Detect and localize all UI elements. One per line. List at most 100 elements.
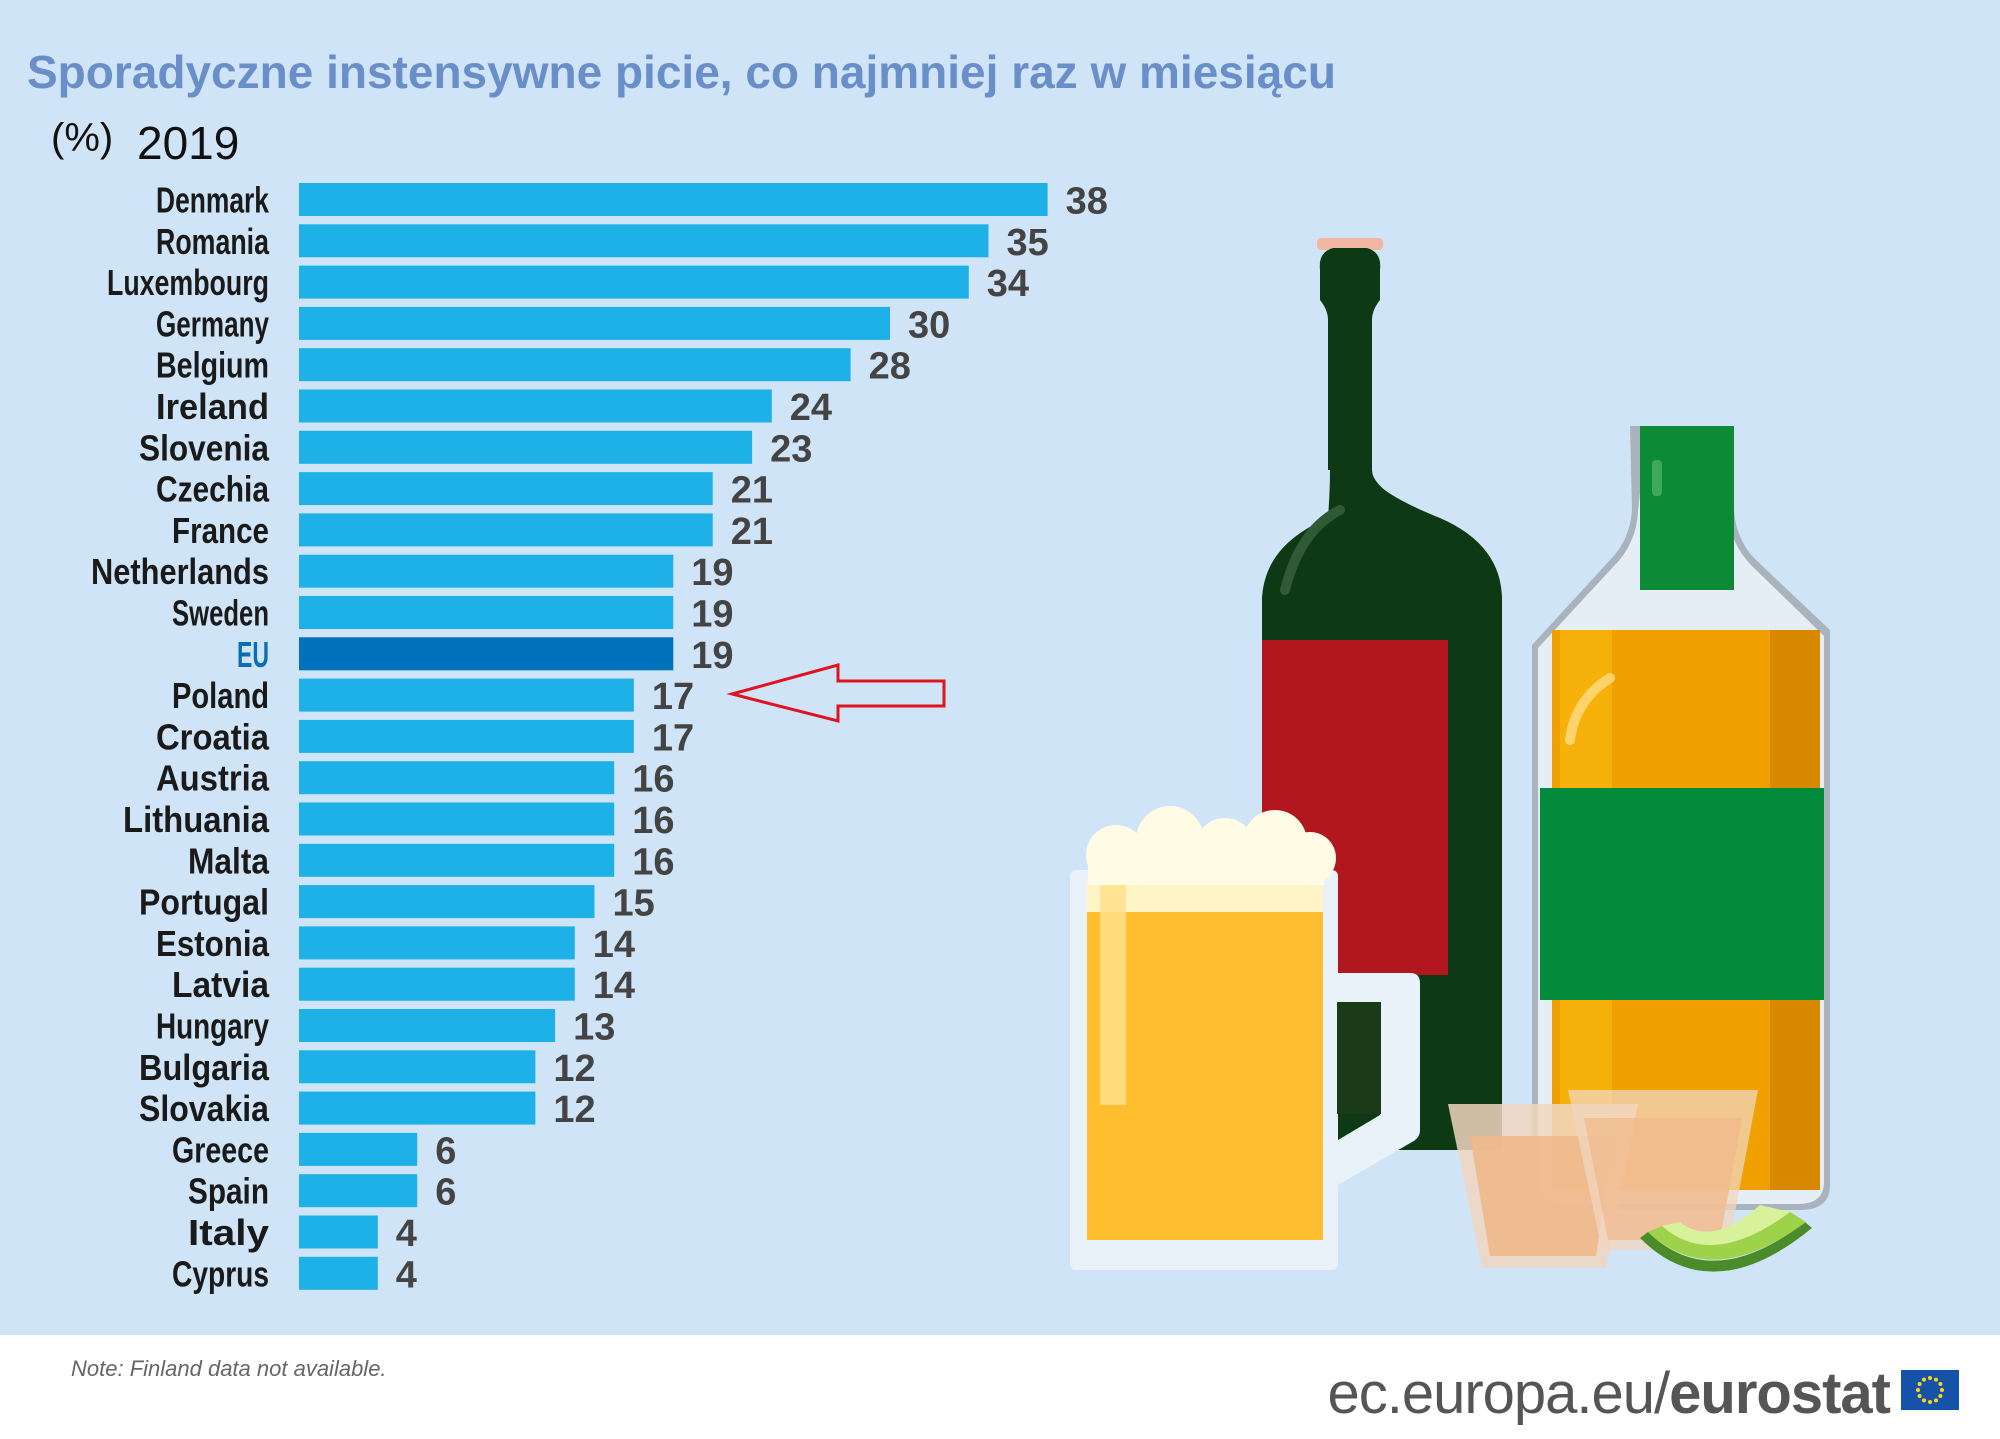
value-label-luxembourg: 34 xyxy=(987,263,1029,305)
category-label-denmark: Denmark xyxy=(156,180,270,221)
category-label-eu: EU xyxy=(237,634,269,675)
value-label-malta: 16 xyxy=(632,841,674,883)
category-label-greece: Greece xyxy=(172,1129,269,1170)
bar-portugal xyxy=(299,885,595,919)
bar-ireland xyxy=(299,389,772,423)
value-label-lithuania: 16 xyxy=(632,800,674,842)
category-label-portugal: Portugal xyxy=(139,882,269,923)
footer-brand[interactable]: ec.europa.eu/eurostat xyxy=(1327,1360,1891,1427)
eu-star-icon xyxy=(1916,1388,1920,1392)
bar-chart: Denmark 38 Romania 35 Luxembourg 34 Germany 30 B… xyxy=(91,180,1830,1297)
footer-brand-name: eurostat xyxy=(1669,1361,1891,1426)
value-label-cyprus: 4 xyxy=(396,1254,417,1296)
bar-hungary xyxy=(299,1009,556,1042)
category-label-spain: Spain xyxy=(188,1171,269,1212)
bar-germany xyxy=(299,306,890,340)
category-label-hungary: Hungary xyxy=(156,1006,269,1047)
category-label-slovenia: Slovenia xyxy=(139,427,270,468)
whisky-bottle-icon xyxy=(1532,426,1830,1210)
eu-star-icon xyxy=(1922,1398,1926,1403)
bar-slovakia xyxy=(299,1091,536,1125)
value-label-romania: 35 xyxy=(1007,222,1049,264)
category-label-cyprus: Cyprus xyxy=(172,1253,269,1294)
beer-mug-icon xyxy=(1070,806,1420,1270)
category-label-luxembourg: Luxembourg xyxy=(107,262,269,303)
category-label-belgium: Belgium xyxy=(156,345,269,386)
eu-star-icon xyxy=(1938,1382,1943,1386)
eu-star-icon xyxy=(1934,1377,1938,1382)
value-label-latvia: 14 xyxy=(593,965,635,1007)
category-label-estonia: Estonia xyxy=(156,923,270,964)
chart-title: Sporadyczne instensywne picie, co najmni… xyxy=(27,46,1336,98)
eu-star-icon xyxy=(1940,1388,1944,1392)
value-label-france: 21 xyxy=(731,511,773,553)
eu-flag-icon xyxy=(1901,1370,1959,1410)
category-label-romania: Romania xyxy=(156,221,270,262)
eu-star-icon xyxy=(1922,1377,1926,1382)
value-label-austria: 16 xyxy=(632,759,674,801)
bar-spain xyxy=(299,1174,418,1208)
note: Note: Finland data not available. xyxy=(71,1356,387,1381)
lime-slice-icon xyxy=(1640,1205,1812,1272)
bar-slovenia xyxy=(299,430,753,464)
value-label-denmark: 38 xyxy=(1066,181,1108,223)
bar-malta xyxy=(299,843,615,877)
category-label-latvia: Latvia xyxy=(172,964,270,1005)
value-label-belgium: 28 xyxy=(869,346,911,388)
value-label-poland: 17 xyxy=(652,676,694,718)
category-label-malta: Malta xyxy=(188,840,270,881)
eu-star-icon xyxy=(1938,1394,1943,1398)
value-label-bulgaria: 12 xyxy=(553,1048,595,1090)
bar-romania xyxy=(299,224,989,258)
category-label-netherlands: Netherlands xyxy=(91,551,269,592)
bars-layer: Denmark 38 Romania 35 Luxembourg 34 Germany 30 B… xyxy=(91,180,1108,1297)
eu-star-icon xyxy=(1934,1398,1938,1403)
bar-lithuania xyxy=(299,802,615,836)
bar-italy xyxy=(299,1215,378,1249)
category-label-ireland: Ireland xyxy=(156,386,269,427)
bar-latvia xyxy=(299,967,575,1001)
value-label-croatia: 17 xyxy=(652,717,694,759)
value-label-spain: 6 xyxy=(435,1172,456,1214)
bar-czechia xyxy=(299,472,713,506)
value-label-sweden: 19 xyxy=(691,594,733,636)
value-label-hungary: 13 xyxy=(573,1007,615,1049)
category-label-lithuania: Lithuania xyxy=(123,799,270,840)
bar-austria xyxy=(299,761,615,795)
bar-cyprus xyxy=(299,1256,378,1290)
bar-belgium xyxy=(299,348,851,382)
bar-netherlands xyxy=(299,554,674,588)
category-label-sweden: Sweden xyxy=(172,593,269,634)
arrow-icon xyxy=(726,663,946,723)
bar-france xyxy=(299,513,713,547)
bar-denmark xyxy=(299,183,1048,216)
bar-bulgaria xyxy=(299,1050,536,1084)
category-label-italy: Italy xyxy=(188,1212,269,1253)
bar-sweden xyxy=(299,596,674,629)
category-label-bulgaria: Bulgaria xyxy=(139,1047,270,1088)
category-label-poland: Poland xyxy=(172,675,269,716)
year-label: 2019 xyxy=(137,117,240,169)
footer-domain: ec.europa.eu/ xyxy=(1327,1361,1670,1426)
category-label-slovakia: Slovakia xyxy=(139,1088,270,1129)
value-label-greece: 6 xyxy=(435,1130,456,1172)
bar-greece xyxy=(299,1132,418,1166)
value-label-slovenia: 23 xyxy=(770,428,812,470)
eu-star-icon xyxy=(1917,1382,1922,1386)
bar-estonia xyxy=(299,926,575,960)
eu-star-icon xyxy=(1928,1376,1932,1380)
value-label-ireland: 24 xyxy=(790,387,832,429)
value-label-netherlands: 19 xyxy=(691,552,733,594)
bar-eu xyxy=(299,637,674,671)
value-label-slovakia: 12 xyxy=(553,1089,595,1131)
unit-label: (%) xyxy=(51,116,114,160)
shot-glass-icon xyxy=(1448,1090,1758,1268)
value-label-germany: 30 xyxy=(908,304,950,346)
category-label-czechia: Czechia xyxy=(156,469,270,510)
bar-croatia xyxy=(299,719,634,753)
category-label-germany: Germany xyxy=(156,303,269,344)
bar-luxembourg xyxy=(299,265,969,299)
eu-star-icon xyxy=(1917,1394,1922,1398)
value-label-portugal: 15 xyxy=(613,883,655,925)
bar-poland xyxy=(299,678,634,712)
